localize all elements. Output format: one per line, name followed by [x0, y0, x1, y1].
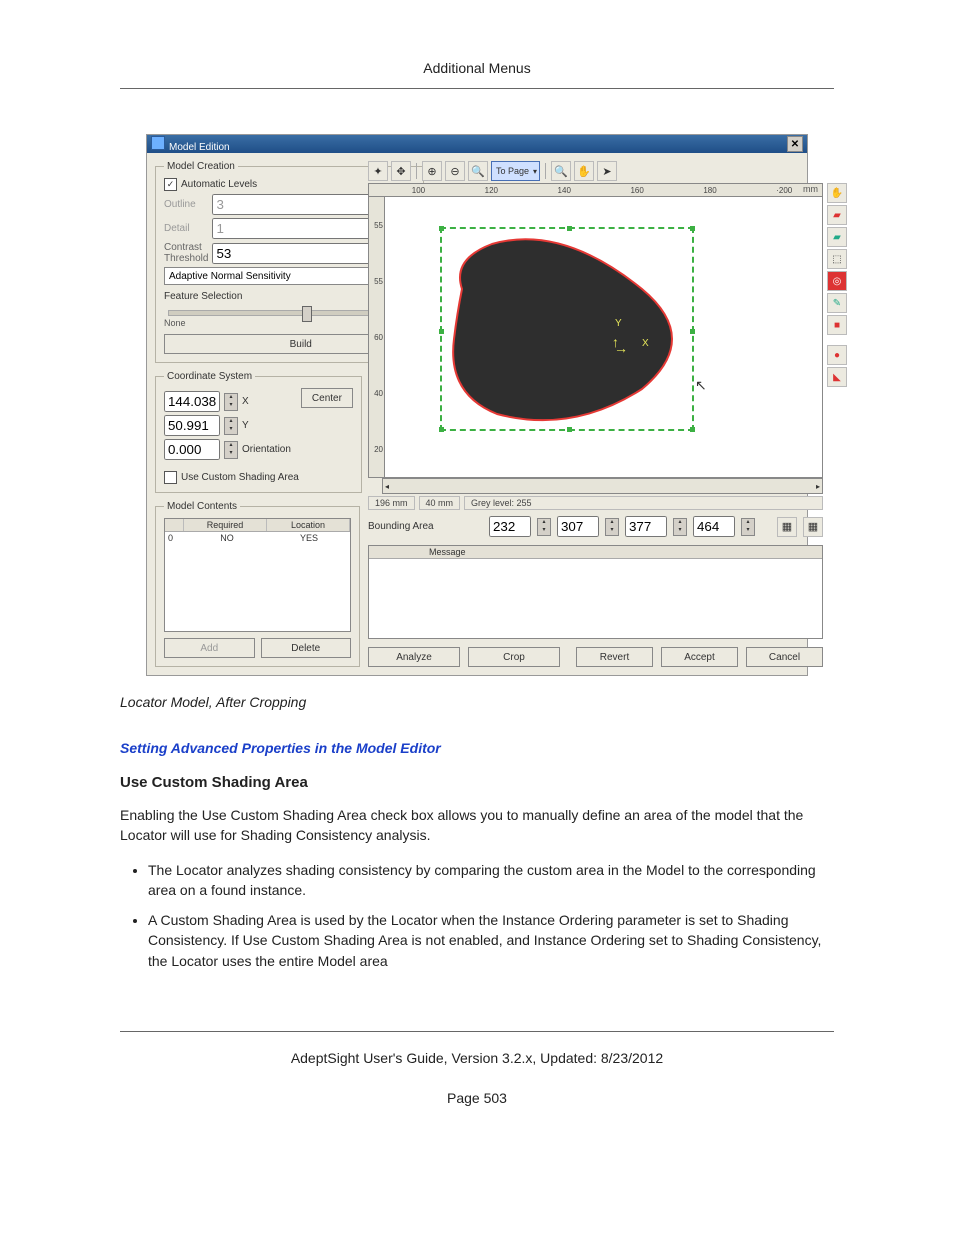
bound-4-input[interactable]	[693, 516, 735, 537]
pointer-icon[interactable]: ➤	[597, 161, 617, 181]
add-button[interactable]: Add	[164, 638, 255, 658]
zoom-area-icon[interactable]: 🔍	[551, 161, 571, 181]
y-ruler: 5555604020	[368, 196, 384, 478]
section-heading: Setting Advanced Properties in the Model…	[120, 740, 834, 756]
green-poly-icon[interactable]: ▰	[827, 227, 847, 247]
footer-text: AdeptSight User's Guide, Version 3.2.x, …	[120, 1050, 834, 1066]
figure-caption: Locator Model, After Cropping	[120, 694, 834, 710]
footer-rule	[120, 1031, 834, 1032]
outline-label: Outline	[164, 199, 208, 210]
zoom-out-icon[interactable]: ⊖	[445, 161, 465, 181]
selection-box[interactable]: ↑Y →X	[440, 227, 694, 431]
h-scrollbar[interactable]: ◂▸	[382, 478, 823, 494]
analyze-button[interactable]: Analyze	[368, 647, 460, 667]
coord-legend: Coordinate System	[164, 371, 255, 382]
square-icon[interactable]: ■	[827, 315, 847, 335]
bounding-label: Bounding Area	[368, 521, 434, 532]
contents-legend: Model Contents	[164, 501, 240, 512]
model-contents-group: Model Contents RequiredLocation 0NOYES A…	[155, 501, 360, 667]
detail-label: Detail	[164, 223, 208, 234]
slider-none-label: None	[164, 318, 186, 328]
tool-icon[interactable]: ✦	[368, 161, 388, 181]
axis-marker: ↑Y →X	[612, 334, 619, 350]
x-label: X	[242, 396, 249, 407]
app-icon	[151, 136, 165, 150]
subheading: Use Custom Shading Area	[120, 774, 834, 791]
center-button[interactable]: Center	[301, 388, 353, 408]
page-number: Page 503	[120, 1090, 834, 1106]
grid-b-icon[interactable]: ▦	[803, 517, 823, 537]
crop-button[interactable]: Crop	[468, 647, 560, 667]
select-icon[interactable]: ⬚	[827, 249, 847, 269]
contrast-label: Contrast Threshold	[164, 242, 208, 264]
bound-2-input[interactable]	[557, 516, 599, 537]
message-header: Message	[369, 546, 822, 559]
page-header: Additional Menus	[120, 60, 834, 76]
pan-icon[interactable]: ✥	[391, 161, 411, 181]
grid-a-icon[interactable]: ▦	[777, 517, 797, 537]
delete-button[interactable]: Delete	[261, 638, 352, 658]
canvas-toolbar: ✦ ✥ ⊕ ⊖ 🔍 To Page 🔍 ✋ ➤	[368, 161, 823, 181]
coordinate-system-group: Coordinate System ▴▾X ▴▾Y ▴▾Orientation …	[155, 371, 362, 493]
hand-icon[interactable]: ✋	[574, 161, 594, 181]
marker-icon[interactable]: ✎	[827, 293, 847, 313]
orientation-input[interactable]	[164, 439, 220, 460]
bullet-list: The Locator analyzes shading consistency…	[148, 860, 834, 971]
zoom-mode-select[interactable]: To Page	[491, 161, 540, 181]
zoom-in-icon[interactable]: ⊕	[422, 161, 442, 181]
circle-icon[interactable]: ●	[827, 345, 847, 365]
custom-shading-checkbox[interactable]: Use Custom Shading Area	[164, 471, 353, 484]
bound-1-input[interactable]	[489, 516, 531, 537]
titlebar: Model Edition ✕	[147, 135, 807, 153]
x-input[interactable]	[164, 391, 220, 412]
body-paragraph: Enabling the Use Custom Shading Area che…	[120, 805, 834, 846]
dialog-title: Model Edition	[169, 142, 230, 153]
cancel-button[interactable]: Cancel	[746, 647, 823, 667]
status-bar: 196 mm 40 mm Grey level: 255	[368, 496, 823, 510]
canvas[interactable]: ↑Y →X ↖	[384, 196, 823, 478]
zoom-icon[interactable]: 🔍	[468, 161, 488, 181]
target-icon[interactable]: ◎	[827, 271, 847, 291]
x-ruler: 100120140160180·200 mm	[382, 183, 823, 196]
cursor-icon: ↖	[695, 377, 707, 394]
screenshot-dialog: Model Edition ✕ Model Creation ✓Automati…	[146, 134, 808, 676]
bound-3-input[interactable]	[625, 516, 667, 537]
message-list: Message	[368, 545, 823, 639]
list-item: The Locator analyzes shading consistency…	[148, 860, 834, 901]
revert-button[interactable]: Revert	[576, 647, 653, 667]
hand-tool-icon[interactable]: ✋	[827, 183, 847, 203]
accept-button[interactable]: Accept	[661, 647, 738, 667]
model-creation-legend: Model Creation	[164, 161, 238, 172]
header-rule	[120, 88, 834, 89]
angle-icon[interactable]: ◣	[827, 367, 847, 387]
y-input[interactable]	[164, 415, 220, 436]
table-row[interactable]: 0NOYES	[165, 532, 350, 544]
contents-table[interactable]: RequiredLocation 0NOYES	[164, 518, 351, 632]
unit-label: mm	[803, 184, 818, 194]
red-poly-icon[interactable]: ▰	[827, 205, 847, 225]
y-label: Y	[242, 420, 249, 431]
orientation-label: Orientation	[242, 444, 291, 455]
close-icon[interactable]: ✕	[787, 136, 803, 152]
list-item: A Custom Shading Area is used by the Loc…	[148, 910, 834, 971]
